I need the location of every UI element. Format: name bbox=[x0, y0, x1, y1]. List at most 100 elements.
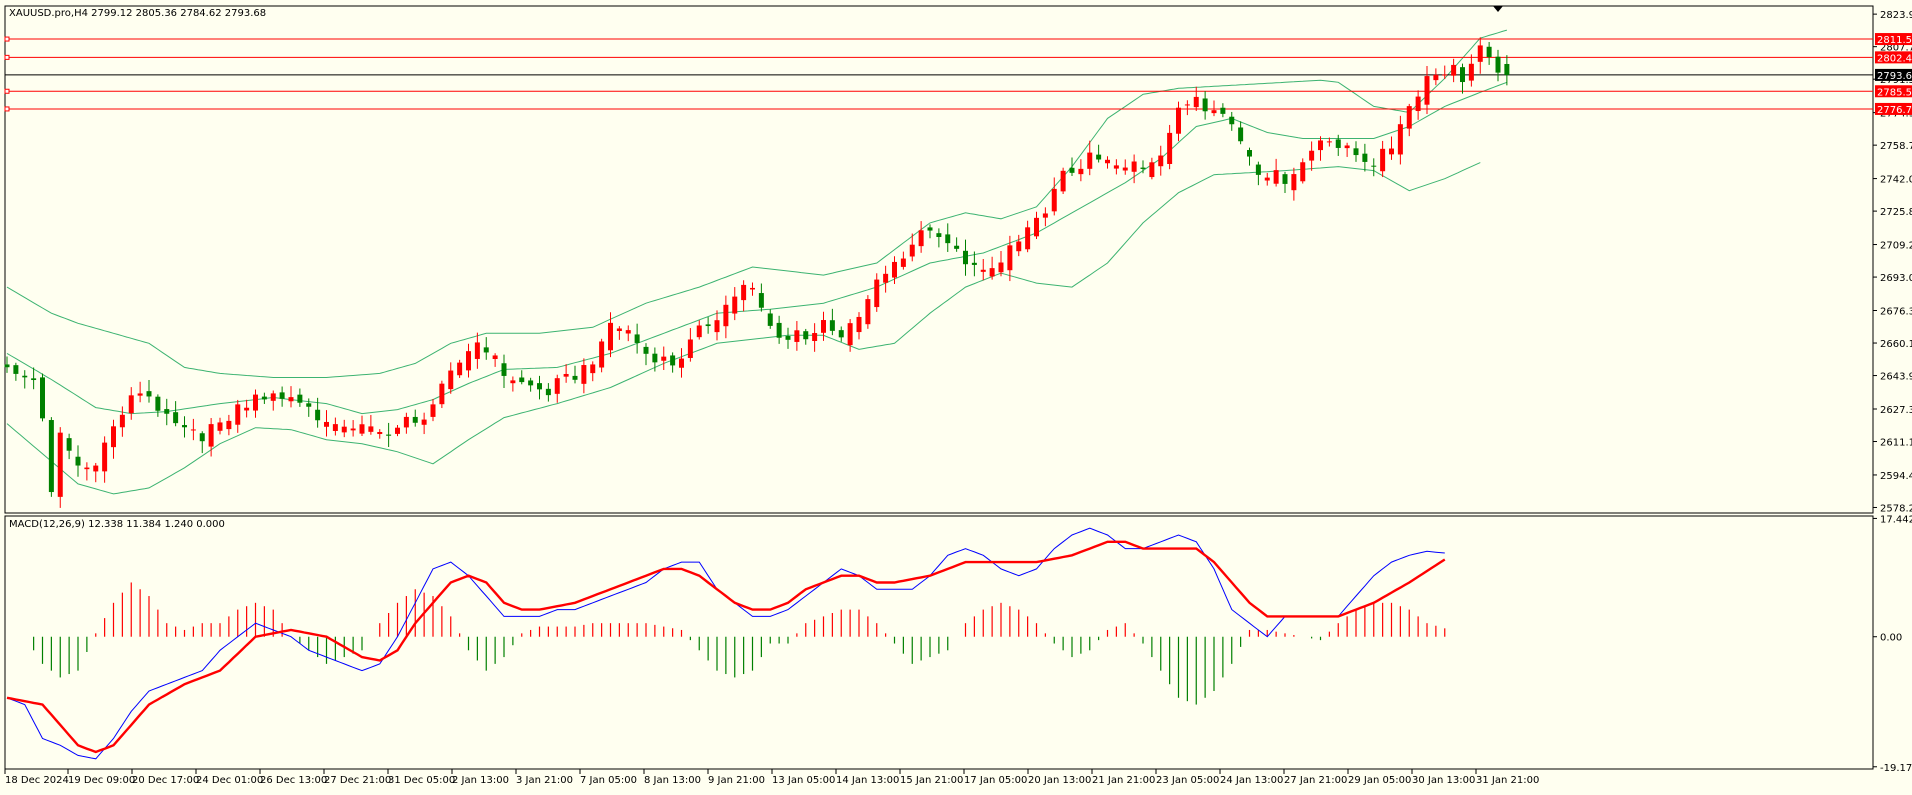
candle-body bbox=[466, 351, 471, 371]
candle bbox=[927, 224, 933, 239]
candle-body bbox=[430, 404, 436, 417]
candle bbox=[581, 358, 587, 394]
candle bbox=[57, 427, 63, 508]
candle bbox=[279, 386, 285, 407]
candle bbox=[1238, 121, 1244, 145]
macd-pane-frame bbox=[4, 515, 1874, 770]
candle-body bbox=[1495, 56, 1501, 73]
candle bbox=[199, 431, 205, 454]
candle-body bbox=[927, 227, 933, 231]
price-tick-label: 2611.10 bbox=[1880, 438, 1912, 449]
candle-body bbox=[190, 429, 196, 431]
candle-body bbox=[883, 273, 889, 283]
candle bbox=[1113, 159, 1119, 175]
candle bbox=[900, 251, 906, 270]
candle-body bbox=[128, 395, 134, 414]
level-handle-icon[interactable] bbox=[4, 88, 10, 94]
candle-body bbox=[1282, 174, 1288, 184]
candle bbox=[794, 321, 800, 351]
candle bbox=[48, 417, 54, 497]
candle-body bbox=[1433, 74, 1439, 81]
candle-body bbox=[13, 365, 19, 374]
candle-body bbox=[661, 356, 667, 361]
candle bbox=[1335, 134, 1341, 156]
level-handle-icon[interactable] bbox=[4, 106, 10, 112]
candle bbox=[315, 397, 321, 428]
candle-body bbox=[980, 269, 986, 272]
candle bbox=[1291, 167, 1297, 201]
candle-body bbox=[315, 409, 321, 421]
candle bbox=[164, 398, 170, 426]
candle-body bbox=[421, 419, 427, 425]
candle-body bbox=[93, 465, 99, 472]
candle-body bbox=[1167, 132, 1173, 164]
candle bbox=[483, 337, 489, 360]
candle bbox=[350, 420, 356, 437]
macd-histogram bbox=[33, 582, 1446, 705]
candle bbox=[297, 388, 303, 407]
price-level-label-text: 2802.42 bbox=[1877, 53, 1912, 64]
candle bbox=[1184, 100, 1190, 116]
candle bbox=[767, 309, 773, 329]
candle bbox=[590, 361, 596, 382]
candle bbox=[572, 365, 578, 384]
candle-body bbox=[386, 434, 392, 436]
candle bbox=[723, 295, 729, 339]
time-tick-label: 15 Jan 21:00 bbox=[900, 775, 963, 786]
candle-body bbox=[1087, 152, 1093, 169]
candle-body bbox=[1468, 63, 1474, 81]
candle bbox=[111, 419, 116, 459]
candle-body bbox=[84, 467, 90, 470]
price-level-label-text: 2811.54 bbox=[1877, 35, 1912, 46]
candle-body bbox=[1460, 67, 1465, 83]
chart-shift-marker-icon[interactable] bbox=[1493, 6, 1503, 12]
candle-body bbox=[829, 320, 835, 331]
time-tick-label: 20 Jan 13:00 bbox=[1028, 775, 1091, 786]
price-level-label-bg bbox=[1875, 33, 1912, 46]
candle-body bbox=[572, 375, 578, 380]
candle-body bbox=[803, 331, 809, 340]
candle-body bbox=[395, 427, 400, 434]
price-tick-label: 2693.00 bbox=[1880, 273, 1912, 284]
candle bbox=[368, 415, 374, 435]
candle bbox=[1167, 124, 1173, 170]
candle-body bbox=[146, 391, 152, 397]
candle bbox=[1451, 58, 1457, 83]
candle bbox=[1344, 142, 1350, 157]
time-tick-label: 19 Dec 09:00 bbox=[68, 775, 135, 786]
price-level-lines[interactable] bbox=[4, 36, 1873, 112]
candle bbox=[1034, 211, 1039, 239]
level-handle-icon[interactable] bbox=[4, 54, 10, 60]
candle-body bbox=[1397, 124, 1403, 155]
candle-body bbox=[785, 336, 791, 340]
candle bbox=[1149, 157, 1155, 180]
candle-body bbox=[963, 250, 968, 265]
candle-body bbox=[945, 234, 951, 244]
macd-tick-label: 17.442 bbox=[1880, 514, 1912, 525]
candle bbox=[1282, 171, 1288, 193]
candle bbox=[1220, 103, 1226, 118]
candle-body bbox=[989, 268, 995, 277]
candle bbox=[785, 327, 791, 349]
candle bbox=[474, 332, 480, 369]
time-tick-label: 26 Dec 13:00 bbox=[260, 775, 327, 786]
candle bbox=[776, 315, 782, 344]
candle bbox=[1264, 172, 1270, 186]
candle-body bbox=[57, 432, 63, 497]
candle-body bbox=[1025, 227, 1031, 250]
candle-body bbox=[1140, 167, 1146, 169]
candle-body bbox=[1318, 140, 1323, 151]
candle-body bbox=[1273, 170, 1279, 184]
level-handle-icon[interactable] bbox=[4, 36, 10, 42]
candle bbox=[1176, 101, 1181, 142]
candle bbox=[1193, 86, 1199, 112]
candle bbox=[22, 370, 28, 389]
candle bbox=[971, 251, 977, 277]
candle bbox=[261, 392, 267, 404]
time-tick-label: 8 Jan 13:00 bbox=[644, 775, 701, 786]
candle-body bbox=[270, 393, 276, 401]
candle bbox=[545, 383, 551, 402]
